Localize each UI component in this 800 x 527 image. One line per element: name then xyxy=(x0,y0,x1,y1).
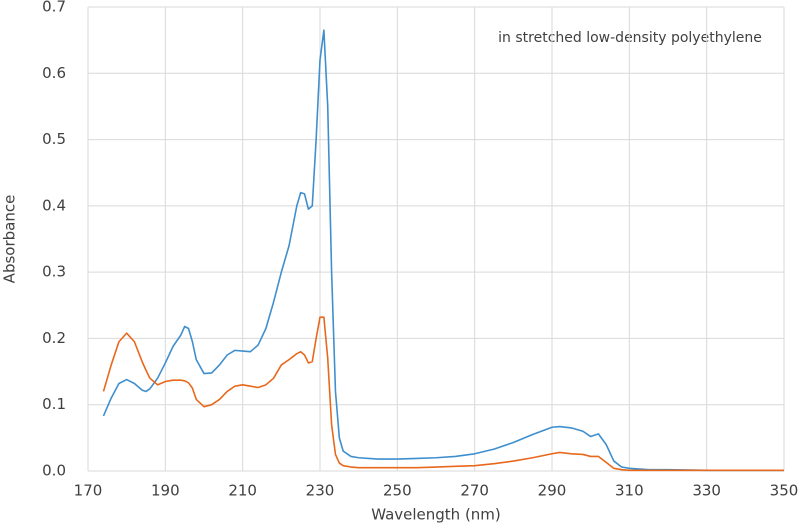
x-tick-label: 330 xyxy=(692,482,721,500)
x-tick-label: 250 xyxy=(383,482,412,500)
x-axis-label: Wavelength (nm) xyxy=(371,506,501,524)
series-line xyxy=(102,29,784,472)
y-axis-label: Absorbance xyxy=(1,195,19,284)
x-tick-label: 350 xyxy=(770,482,799,500)
y-tick-label: 0.2 xyxy=(42,329,66,347)
x-tick-label: 270 xyxy=(460,482,489,500)
y-tick-label: 0.3 xyxy=(42,263,66,281)
annotation: in stretched low-density polyethylene xyxy=(498,30,762,46)
y-tick-label: 0.1 xyxy=(42,395,66,413)
y-tick-label: 0.5 xyxy=(42,130,66,148)
x-tick-label: 190 xyxy=(151,482,180,500)
y-tick-label: 0.0 xyxy=(42,462,66,480)
x-tick-label: 290 xyxy=(538,482,567,500)
y-tick-label: 0.6 xyxy=(42,64,66,82)
x-tick-label: 170 xyxy=(74,482,103,500)
series-line xyxy=(102,316,784,472)
y-tick-label: 0.4 xyxy=(42,196,66,214)
x-tick-label: 210 xyxy=(228,482,257,500)
x-tick-label: 310 xyxy=(615,482,644,500)
y-tick-label: 0.7 xyxy=(42,0,66,16)
x-tick-label: 230 xyxy=(306,482,335,500)
